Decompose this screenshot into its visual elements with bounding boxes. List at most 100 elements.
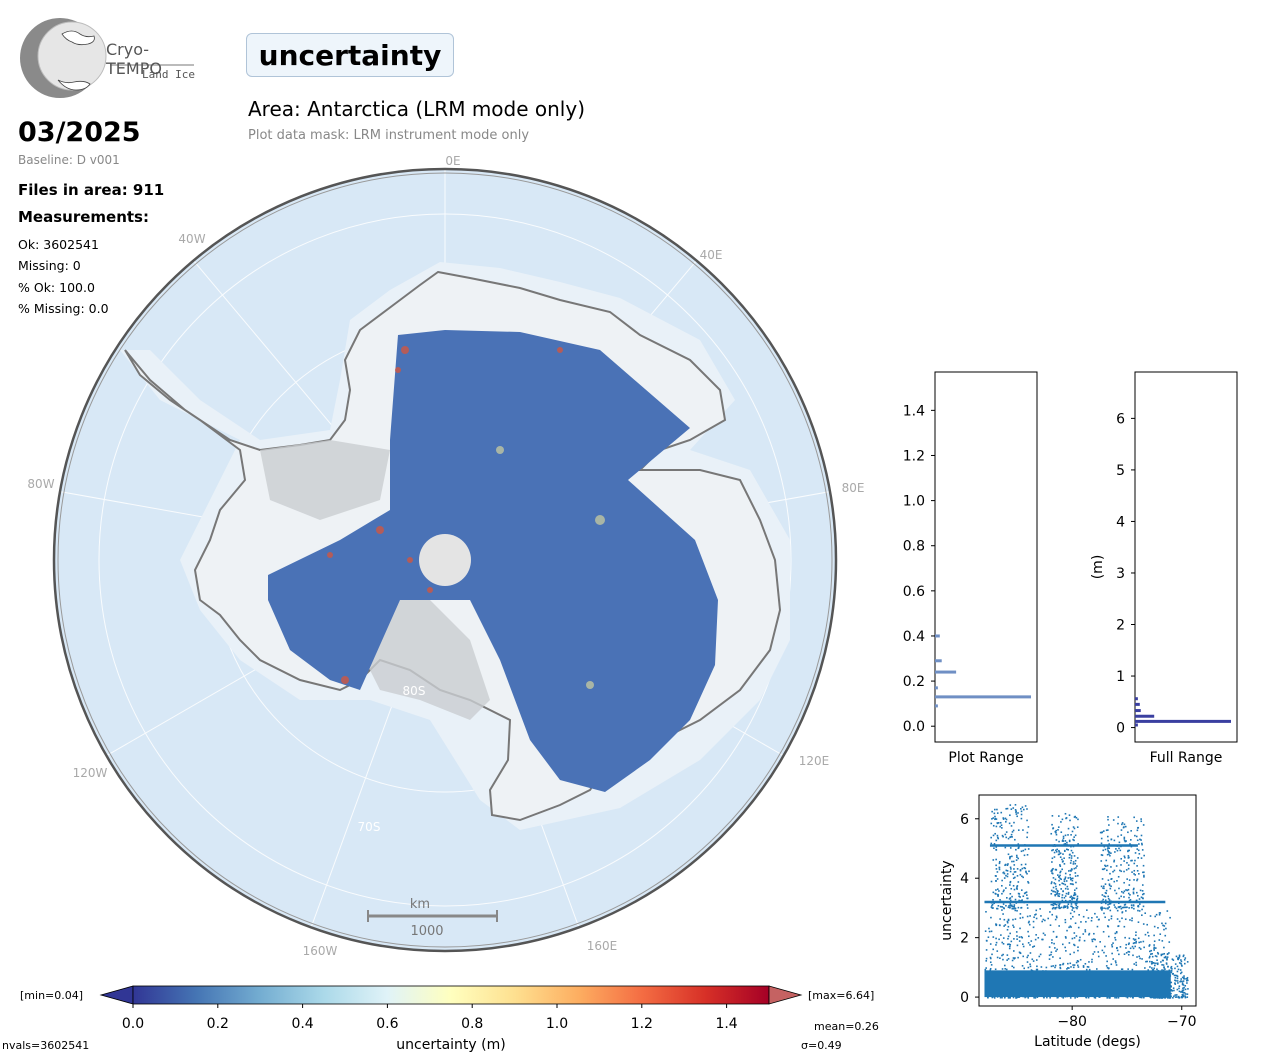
histogram-bar [1135,697,1138,701]
scatter-point [1072,964,1074,966]
scatter-point [1137,857,1140,859]
scatter-point [1016,944,1019,947]
scatter-point [1066,929,1068,932]
scatter-point [1142,871,1144,874]
colorbar: [min=0.04] [max=6.64] 0.0 0.2 0.4 0.6 0.8 1.0… [2,985,879,1053]
scatter-point [1055,833,1058,836]
scatter-point [1131,859,1133,862]
scatter-point [1068,840,1071,843]
scatter-point [1022,876,1024,879]
scatter-point [1173,995,1175,998]
scatter-point [1128,899,1131,902]
scatter-point [1161,964,1163,966]
scatter-point [1184,957,1187,959]
lat-label-80s: 80S [403,684,426,698]
scatter-point [1014,918,1017,920]
scatter-point [1022,955,1025,958]
scatter-point [1127,864,1130,866]
scatter-point [1023,892,1026,895]
scatter-point [1012,807,1015,809]
scatter-point [1095,945,1098,948]
scatter-point [1094,997,1097,999]
scatter-point [1143,946,1145,949]
scatter-point [1136,879,1138,882]
scatter-point [1017,881,1020,883]
scatter-point [998,866,1001,869]
scatter-point [1076,895,1079,898]
scatter-point [1027,880,1029,883]
scatter-point [1058,815,1060,817]
scatter-point [1120,829,1123,831]
scatter-point [1162,996,1165,998]
scatter-point [1165,927,1167,930]
scatter-point [1166,957,1168,960]
scatter-point [1050,951,1053,954]
scatter-point [1153,925,1156,928]
scatter-point [1013,904,1016,906]
scatter-point [1112,819,1115,821]
scatter-point [1070,849,1073,852]
pct-ok: % Ok: 100.0 [18,280,95,295]
area-title: Area: Antarctica (LRM mode only) [248,97,586,121]
scatter-point [1114,906,1116,908]
scatter-point [1069,953,1072,956]
scatter-point [1077,949,1079,952]
scatter-point [1010,940,1013,943]
scatter-point [1050,965,1053,968]
scatter-point [1019,917,1022,919]
scatter-point [1062,906,1065,909]
lon-label-120e: 120E [799,754,830,768]
scatter-point [1123,881,1125,884]
scatter-point [1073,836,1075,838]
scatter-point [1108,919,1110,921]
scatter-point [1137,937,1140,940]
scatter-point [1107,879,1110,881]
scatter-point [1119,869,1121,872]
scatter-point [1023,967,1026,970]
scatter-point [1061,882,1064,885]
scatter-point [1071,937,1074,940]
scatter-point [1108,996,1111,999]
scatter-point [1126,861,1128,864]
scatter-point [1125,947,1127,949]
scatter-point [1073,867,1076,870]
scatter-point [1166,997,1169,999]
scatter-point [1070,878,1072,881]
scatter-point [1126,906,1128,909]
scatter-point [1044,919,1046,922]
scatter-point [1009,870,1012,873]
scatter-point [1108,853,1110,855]
scatter-point [1154,915,1157,918]
scatter-point [1055,888,1058,890]
scatter-point [1165,963,1168,965]
scatter-point [1147,935,1150,937]
scatter-point [1029,952,1032,954]
scatter-point [1134,874,1136,876]
scatter-point [1106,864,1109,867]
scatter-point [1114,889,1116,892]
scatter-ytick-label: 6 [960,812,969,828]
scatter-point [1009,893,1012,895]
scatter-point [1148,955,1151,958]
scatter-point [1032,960,1035,962]
scatter-point [1077,843,1079,845]
scatter-point [1061,894,1064,896]
scatter-point [1101,878,1104,880]
scatter-point [1044,934,1046,936]
scatter-point [1051,872,1053,874]
scatter-point [990,930,993,933]
scatter-point [1124,856,1126,859]
scatter-point [992,936,995,938]
scatter-point [1104,883,1107,885]
scatter-point [1110,878,1112,880]
scatter-point [1123,904,1126,906]
scatter-point [1003,889,1005,892]
scatter-point [1115,931,1118,933]
scatter-point [1128,937,1131,940]
histogram-ytick-label: 0.6 [903,584,925,600]
scatter-point [1001,884,1003,887]
scatter-point [1108,883,1111,886]
scatter-point [1056,916,1058,919]
scatter-point [1012,905,1015,908]
scatter-point [1117,875,1120,878]
